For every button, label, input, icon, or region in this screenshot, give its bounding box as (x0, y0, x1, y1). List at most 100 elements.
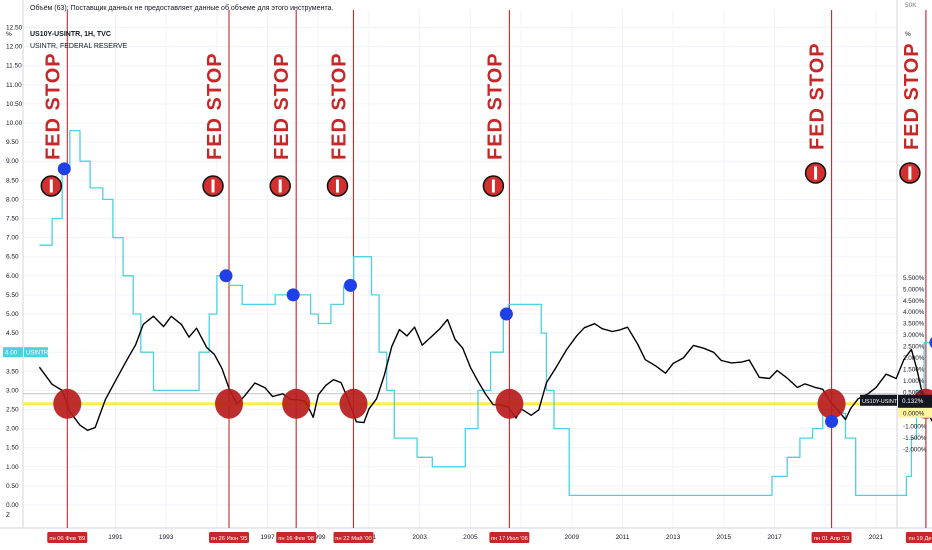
rate-peak-dot (929, 337, 932, 348)
date-badge (209, 532, 250, 543)
fed-stop-big-circle (339, 388, 368, 419)
date-badge-label: пн 22 Май '00 (335, 535, 372, 542)
left-tick-label: 7.50 (6, 216, 19, 223)
x-tick-label: 2005 (463, 534, 478, 541)
left-tick-label: 0.50 (6, 483, 19, 490)
stop-sign-bar (814, 166, 818, 180)
zero-line (23, 393, 897, 406)
fed-stop-big-circle (495, 388, 524, 419)
date-badge-label: пн 16 Фев '98 (278, 536, 314, 542)
fed-stop-label: FED STOP (328, 52, 350, 160)
fed-stop-big-circle (282, 388, 311, 419)
right-tick-label: -1.500% (903, 435, 927, 442)
left-tick-label: 4.50 (6, 330, 19, 337)
left-tick-label: 1.00 (6, 464, 19, 471)
symbol-title[interactable]: US10Y-USINTR, 1H, TVC (30, 31, 111, 38)
left-tick-label: 10.00 (6, 120, 23, 127)
date-badge-label: пн 01 Апр '19 (814, 536, 849, 542)
x-tick-label: 2003 (412, 534, 427, 541)
stop-sign-bar (49, 179, 53, 193)
symbol-subtitle: USINTR, FEDERAL RESERVE (30, 43, 128, 50)
x-tick-label: 2009 (565, 534, 580, 541)
right-zero-tag-text: 0.000% (903, 410, 925, 417)
right-axis: 50K% 5.500% 5.000% 4.500% 4.000% 3.500% 3.000%… (903, 2, 927, 454)
x-tick-label: 1999 (311, 534, 326, 541)
left-tick-label: 8.00 (6, 196, 19, 203)
grid (23, 10, 928, 528)
right-tick-label: 5.000% (903, 286, 925, 293)
date-badge (333, 532, 374, 543)
date-badge-label: пн 26 Июн '95 (211, 536, 248, 542)
right-tick-label: 1.500% (903, 366, 925, 373)
x-tick-label: 1993 (159, 534, 174, 541)
date-badge (47, 532, 88, 543)
fed-stop-big-circle (53, 388, 82, 419)
fed-stop-label: FED STOP (271, 52, 293, 160)
right-price-tag-text: 0.132% (902, 398, 924, 405)
left-tick-label: 10.50 (6, 101, 23, 108)
right-tick-label: -1.000% (903, 424, 927, 431)
stop-sign-bar (278, 179, 282, 193)
left-price-tag-value (3, 347, 23, 358)
left-tick-label: 11.50 (6, 63, 22, 70)
right-axis-unit: % (905, 31, 911, 38)
date-badge (276, 532, 317, 543)
left-tick-label: 1.50 (6, 445, 19, 452)
date-badge-label: пн 06 Фев '89 (49, 536, 85, 542)
fed-stop-label: FED STOP (901, 42, 923, 150)
x-tick-label: 1991 (108, 534, 123, 541)
left-price-tag-name: USINTR (26, 351, 49, 357)
x-tick-label: 2015 (717, 534, 732, 541)
rate-peak-dot (286, 288, 300, 302)
date-badge (905, 532, 932, 543)
fed-stop-label: FED STOP (204, 52, 226, 160)
series-layer (38, 129, 932, 497)
axis-separators (0, 0, 932, 529)
left-tick-label: 6.00 (6, 273, 19, 280)
x-tick-label: 2011 (615, 534, 629, 541)
x-tick-label: 2017 (767, 534, 782, 541)
rate-peak-dot (57, 162, 71, 176)
date-badge-label: пн 17 Июл '06 (491, 536, 528, 542)
left-tick-label: 7.00 (6, 235, 19, 242)
date-badge-label: пн 19 Дек '22 (908, 536, 932, 542)
stop-sign-bar (491, 179, 495, 193)
left-tick-label: 0.00 (6, 502, 19, 509)
stop-sign-bar (211, 179, 215, 193)
fed-stop-big-circle (817, 388, 846, 419)
rate-peak-dot (219, 269, 233, 283)
right-tick-label: 3.500% (903, 321, 925, 328)
stop-sign-bar (335, 179, 339, 193)
right-price-tag-name: US10Y-USINTR (862, 399, 901, 405)
fed-stop-big-circle (215, 388, 244, 419)
date-badge (489, 532, 530, 543)
stop-sign-bar (908, 166, 912, 180)
right-tick-label: 3.000% (903, 332, 925, 339)
x-tick-label: 2021 (869, 534, 884, 541)
x-axis: 1991199319951997199920012003200520072009… (47, 532, 932, 543)
rate-peak-dot (343, 278, 357, 292)
left-tick-label: 9.50 (6, 139, 19, 146)
left-tick-label: 5.50 (6, 292, 19, 299)
left-price-tag-text: 4.00 (5, 350, 18, 357)
right-tick-label: 4.000% (903, 309, 925, 316)
series-line-us10y-usintr (38, 315, 932, 431)
rate-peak-dot (825, 415, 839, 428)
left-tick-label: 3.00 (6, 387, 19, 394)
left-tick-label: 11.00 (6, 82, 22, 89)
left-tick-label: 8.50 (6, 177, 19, 184)
left-tick-label: 12.50 (6, 25, 23, 32)
right-tick-label: 1.000% (903, 378, 925, 385)
date-badge (811, 532, 852, 543)
left-axis: %12.50 12.00 11.50 11.00 10.50 10.00 9.50 9.00 8… (6, 25, 23, 520)
right-tick-label: 4.500% (903, 298, 925, 305)
right-tick-label: -2.000% (903, 447, 927, 454)
fed-stop-markers (40, 162, 932, 428)
left-tick-label: 3.50 (6, 368, 19, 375)
right-price-tag-label (860, 394, 897, 406)
fed-stop-label: FED STOP (807, 42, 829, 150)
left-tick-label: 2.50 (6, 407, 19, 414)
left-axis-bottom-label: Z (6, 512, 10, 519)
